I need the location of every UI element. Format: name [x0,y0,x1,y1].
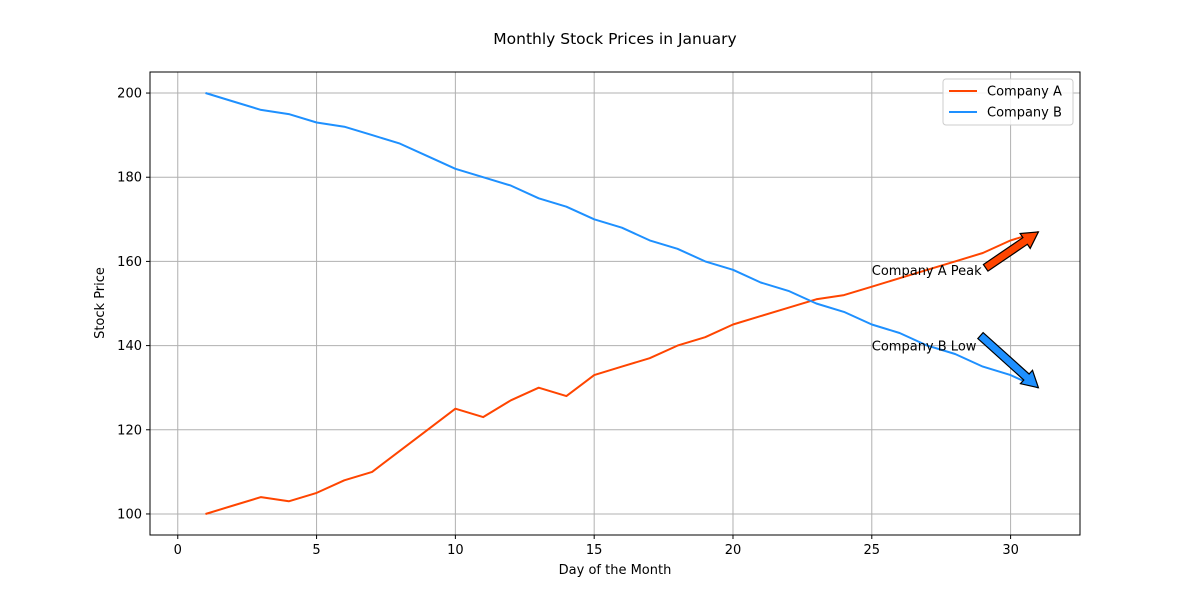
annotation-label: Company A Peak [872,264,982,279]
annotation-label: Company B Low [872,340,977,355]
y-tick-label: 160 [117,255,142,270]
y-tick-label: 140 [117,339,142,354]
chart-title: Monthly Stock Prices in January [493,30,736,48]
x-tick-label: 30 [1002,543,1019,558]
x-tick-label: 15 [586,543,603,558]
annotation-arrow [976,331,1040,389]
axis-ticks: 0 5 10 15 20 25 30 100 120 140 160 180 200 [117,87,1019,558]
x-tick-label: 25 [864,543,881,558]
y-tick-label: 180 [117,171,142,186]
legend-label: Company B [987,106,1062,121]
x-tick-label: 5 [312,543,320,558]
x-tick-label: 20 [725,543,742,558]
legend: Company A Company B [942,78,1074,126]
x-tick-label: 10 [447,543,464,558]
y-tick-label: 100 [117,507,142,522]
y-tick-label: 200 [117,87,142,102]
annotation-arrow [982,231,1040,272]
x-tick-label: 0 [174,543,182,558]
x-axis-label: Day of the Month [559,563,672,578]
plot-frame [149,71,1081,536]
legend-label: Company A [987,85,1062,100]
annotations: Company A Peak Company B Low [872,231,1040,389]
series-line-1 [205,230,1039,515]
series-lines [205,92,1039,515]
y-axis-label: Stock Price [93,267,108,339]
series-line-2 [205,92,1039,389]
grid-lines [150,72,1080,535]
y-tick-label: 120 [117,423,142,438]
